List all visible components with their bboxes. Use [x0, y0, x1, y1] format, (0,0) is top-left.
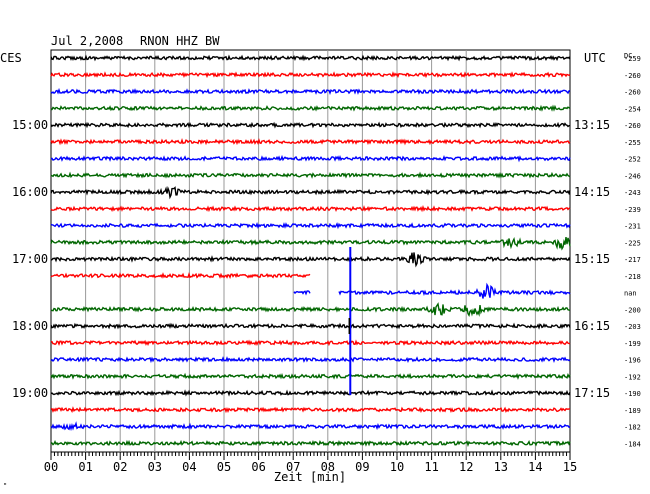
dc-offset-label: -196 [624, 357, 641, 365]
x-tick-label: 00 [44, 460, 58, 474]
x-tick-label: 02 [113, 460, 127, 474]
date-label: Jul 2,2008 [51, 34, 123, 48]
dc-offset-label: -199 [624, 340, 641, 348]
dc-offset-label: -239 [624, 206, 641, 214]
left-time-label: 19:00 [12, 386, 48, 400]
x-axis: 00 01 02 03 04 05 06 07 08 09 10 11 12 13 14 15 [44, 452, 577, 474]
trace-row [50, 71, 571, 79]
trace-row [50, 439, 571, 447]
right-time-label: 15:15 [574, 252, 610, 266]
x-tick-label: 10 [390, 460, 404, 474]
trace-row [50, 322, 571, 330]
trace-row [50, 406, 571, 414]
x-tick-label: 04 [182, 460, 196, 474]
x-axis-label: Zeit [min] [274, 470, 346, 484]
x-tick-label: 11 [424, 460, 438, 474]
dc-offset-label: -243 [624, 189, 641, 197]
dc-offset-label: -260 [624, 72, 641, 80]
dc-offset-label: -260 [624, 89, 641, 97]
earthquake-spikes [348, 247, 352, 395]
minute-gridlines [85, 50, 536, 452]
dc-offset-label: -225 [624, 239, 641, 247]
trace-row [50, 171, 571, 179]
dc-offset-label: nan [624, 290, 637, 298]
dc-offset-label: -192 [624, 373, 641, 381]
trace-row [50, 186, 571, 200]
dc-offset-label: -203 [624, 323, 641, 331]
trace-row [50, 252, 571, 268]
x-tick-label: 05 [217, 460, 231, 474]
dc-offset-label: -190 [624, 390, 641, 398]
left-time-label: 18:00 [12, 319, 48, 333]
trace-row [50, 389, 571, 397]
dc-offset-label: -218 [624, 273, 641, 281]
trace-row [50, 137, 571, 146]
trace-row [50, 421, 571, 432]
trace-row [50, 54, 571, 62]
dc-offset-label: -246 [624, 172, 641, 180]
left-time-label: 17:00 [12, 252, 48, 266]
dc-offset-label: -189 [624, 407, 641, 415]
trace-row [293, 282, 571, 299]
trace-row [50, 372, 571, 380]
dc-offset-label: -260 [624, 122, 641, 130]
dc-offset-label: -254 [624, 105, 641, 113]
trace-row [50, 87, 571, 96]
dc-offset-label: -231 [624, 223, 641, 231]
x-tick-label: 03 [148, 460, 162, 474]
dc-offset-label: -217 [624, 256, 641, 264]
x-tick-label: 13 [494, 460, 508, 474]
trace-row [50, 339, 571, 347]
dc-label: DC [624, 52, 632, 60]
trace-row [50, 356, 571, 364]
left-time-label: 15:00 [12, 118, 48, 132]
trace-row [50, 121, 570, 129]
trace-row [50, 221, 571, 230]
x-tick-label: 15 [563, 460, 577, 474]
right-time-label: 13:15 [574, 118, 610, 132]
x-tick-label: 08 [321, 460, 335, 474]
right-time-label: 17:15 [574, 386, 610, 400]
right-time-label: 14:15 [574, 185, 610, 199]
x-tick-label: 06 [251, 460, 265, 474]
dc-offset-label: -252 [624, 156, 641, 164]
dc-offset-label: -182 [624, 424, 641, 432]
right-zone-label: UTC [584, 51, 606, 65]
left-zone-label: CES [0, 51, 22, 65]
dc-offset-label: -259 [624, 55, 641, 63]
x-tick-label: 09 [355, 460, 369, 474]
station-label: RNON HHZ BW [140, 34, 220, 48]
trace-row [50, 154, 571, 163]
right-time-label: 16:15 [574, 319, 610, 333]
trace-row [50, 302, 571, 317]
trace-row [50, 237, 571, 251]
x-tick-label: 07 [286, 460, 300, 474]
x-tick-label: 01 [78, 460, 92, 474]
trace-row [50, 104, 571, 112]
left-time-labels: 15:00 16:00 17:00 18:00 19:00 [12, 118, 48, 400]
x-tick-label: 12 [459, 460, 473, 474]
seismogram-traces [50, 54, 571, 447]
footnote-mark: " [3, 482, 7, 490]
dc-offset-label: -200 [624, 306, 641, 314]
left-time-label: 16:00 [12, 185, 48, 199]
right-time-labels: 13:15 14:15 15:15 16:15 17:15 [574, 118, 610, 400]
dc-offset-labels: -259 -260 -260 -254 -260 -255 -252 -246 -243 -239… [624, 55, 641, 448]
x-tick-label: 14 [528, 460, 542, 474]
trace-row [50, 205, 571, 213]
dc-offset-label: -255 [624, 139, 641, 147]
trace-row [51, 274, 570, 277]
dc-offset-label: -184 [624, 440, 641, 448]
